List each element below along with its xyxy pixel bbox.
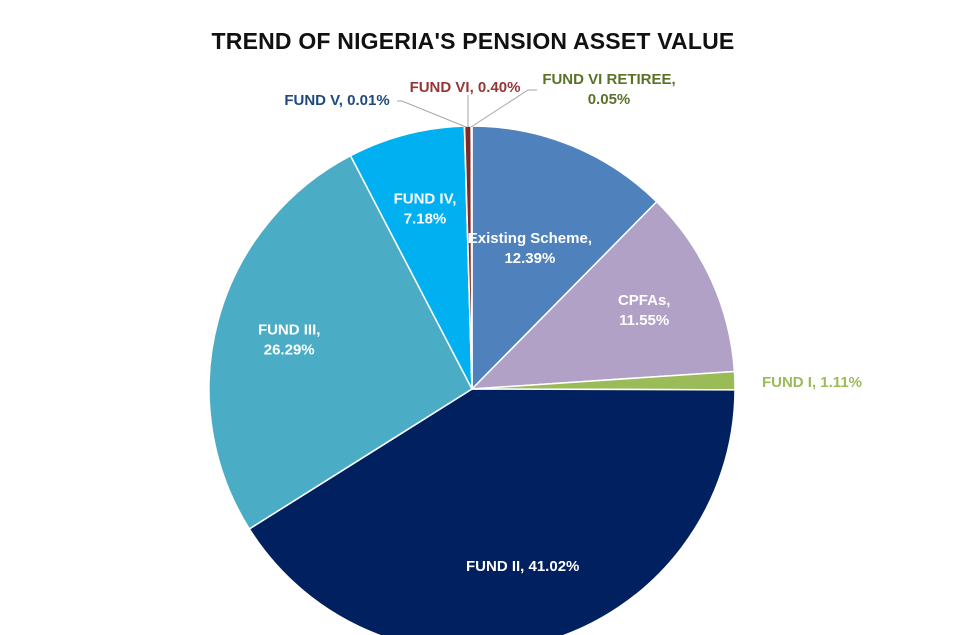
- data-label-fund-iii: FUND III, 26.29%: [258, 321, 321, 358]
- leader-lines: [397, 89, 537, 128]
- pie-slice-fund-iii: [208, 154, 473, 530]
- data-label-line: CPFAs,: [618, 292, 671, 309]
- data-label-line: FUND IV,: [394, 190, 457, 207]
- data-label-fund-ii: FUND II, 41.02%: [466, 558, 579, 575]
- pie-slice-existing-scheme: [471, 125, 658, 390]
- pie-slices: [208, 125, 736, 635]
- pie-slice-fund-iv: [349, 125, 473, 390]
- data-label-line: FUND III,: [258, 321, 321, 338]
- data-label-fund-vi: FUND VI, 0.40%: [410, 79, 521, 96]
- leader-line-fund-v: [397, 100, 467, 128]
- data-label-line: FUND VI, 0.40%: [410, 79, 521, 96]
- data-label-line: 12.39%: [504, 250, 555, 267]
- data-label-line: FUND V, 0.01%: [284, 92, 389, 109]
- data-label-line: FUND I, 1.11%: [762, 374, 862, 391]
- data-label-line: 11.55%: [619, 312, 669, 329]
- data-label-line: 0.05%: [588, 91, 631, 108]
- chart-title: TREND OF NIGERIA'S PENSION ASSET VALUE: [211, 28, 735, 54]
- data-label-existing-scheme: Existing Scheme, 12.39%: [468, 230, 592, 267]
- data-label-cpfas: CPFAs, 11.55%: [618, 292, 671, 329]
- data-label-fund-vi-retiree: FUND VI RETIREE, 0.05%: [542, 71, 675, 108]
- data-label-line: 7.18%: [404, 210, 447, 227]
- data-label-fund-iv: FUND IV, 7.18%: [394, 190, 457, 227]
- pie-slice-fund-vi-retiree: [470, 125, 473, 390]
- data-label-line: FUND II, 41.02%: [466, 558, 579, 575]
- leader-line-fund-vi-retiree: [470, 89, 537, 128]
- pie-slice-fund-ii: [248, 388, 736, 635]
- data-label-fund-v: FUND V, 0.01%: [284, 92, 389, 109]
- data-label-line: 26.29%: [264, 341, 315, 358]
- pie-slice-cpfas: [471, 201, 736, 390]
- pie-labels: Existing Scheme, 12.39% CPFAs, 11.55% FUND I…: [258, 71, 862, 575]
- data-label-line: Existing Scheme,: [468, 230, 592, 247]
- data-label-fund-i: FUND I, 1.11%: [762, 374, 862, 391]
- data-label-line: FUND VI RETIREE,: [542, 71, 675, 88]
